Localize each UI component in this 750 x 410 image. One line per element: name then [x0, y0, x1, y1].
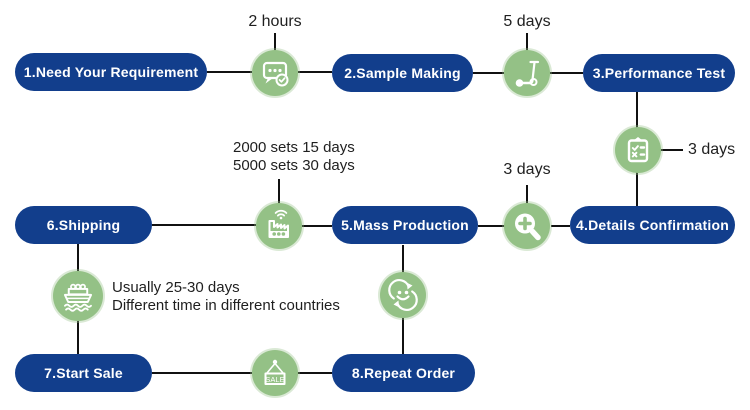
duration-label-production-sets-line1: 2000 sets 15 days — [233, 139, 355, 156]
step-pill-need-your-requirement: 1.Need Your Requirement — [15, 53, 207, 91]
duration-label-5-days: 5 days — [503, 13, 551, 30]
duration-label-2-hours: 2 hours — [248, 13, 302, 30]
scooter-icon — [515, 60, 540, 87]
smiley-repeat-icon — [388, 279, 418, 311]
duration-label-shipping-time: Usually 25-30 days Different time in dif… — [112, 279, 340, 314]
node-shipping-to-sale — [53, 271, 103, 321]
step-pill-start-sale: 7.Start Sale — [15, 354, 152, 392]
step-pill-shipping: 6.Shipping — [15, 206, 152, 244]
step-pill-repeat-order: 8.Repeat Order — [332, 354, 475, 392]
chat-check-icon — [262, 61, 289, 87]
node-sample-to-test — [504, 50, 550, 96]
magnifier-plus-icon — [515, 213, 541, 241]
factory-icon — [268, 209, 289, 238]
step-pill-sample-making: 2.Sample Making — [332, 54, 473, 92]
node-sale-to-repeat: SALE — [252, 350, 298, 396]
duration-label-3-days-mass: 3 days — [503, 161, 551, 178]
node-mass-to-shipping — [256, 203, 302, 249]
duration-label-production-sets-line2: 5000 sets 30 days — [233, 156, 355, 174]
node-details-to-mass — [504, 203, 550, 249]
step-pill-details-confirmation: 4.Details Confirmation — [570, 206, 735, 244]
duration-label-production-sets: 2000 sets 15 days 5000 sets 30 days — [233, 139, 355, 174]
step-pill-mass-production: 5.Mass Production — [332, 206, 478, 244]
duration-label-3-days-details: 3 days — [688, 141, 736, 158]
duration-label-shipping-time-line2: Different time in different countries — [112, 296, 340, 314]
checklist-clipboard-icon — [627, 137, 649, 163]
node-mass-to-repeat — [380, 272, 426, 318]
node-requirement-to-sample — [252, 50, 298, 96]
sale-sign-text: SALE — [265, 375, 284, 384]
node-test-to-details — [615, 127, 661, 173]
duration-label-shipping-time-line1: Usually 25-30 days — [112, 279, 240, 296]
ship-icon — [63, 283, 93, 312]
sale-sign-icon: SALE — [264, 359, 286, 385]
step-pill-performance-test: 3.Performance Test — [583, 54, 735, 92]
